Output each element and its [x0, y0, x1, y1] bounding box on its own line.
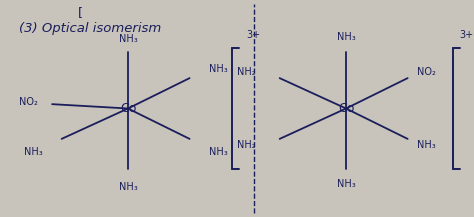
Text: [: [: [78, 7, 83, 20]
Text: 3+: 3+: [460, 30, 474, 40]
Text: NH₃: NH₃: [417, 140, 436, 150]
Text: NH₃: NH₃: [24, 147, 43, 157]
Text: NO₂: NO₂: [19, 97, 38, 107]
Text: NH₃: NH₃: [337, 32, 356, 42]
Text: 3+: 3+: [246, 30, 261, 40]
Text: NH₂: NH₂: [237, 140, 256, 150]
Text: NH₃: NH₃: [118, 182, 137, 192]
Text: NH₃: NH₃: [209, 64, 228, 74]
Text: NH₃: NH₃: [118, 34, 137, 44]
Text: Co: Co: [120, 102, 136, 115]
Text: NH₃: NH₃: [209, 147, 228, 157]
Text: (3) Optical isomerism: (3) Optical isomerism: [19, 22, 161, 35]
Text: NH₃: NH₃: [337, 179, 356, 189]
Text: NH₂: NH₂: [237, 67, 256, 77]
Text: Co: Co: [338, 102, 354, 115]
Text: NO₂: NO₂: [417, 67, 436, 77]
